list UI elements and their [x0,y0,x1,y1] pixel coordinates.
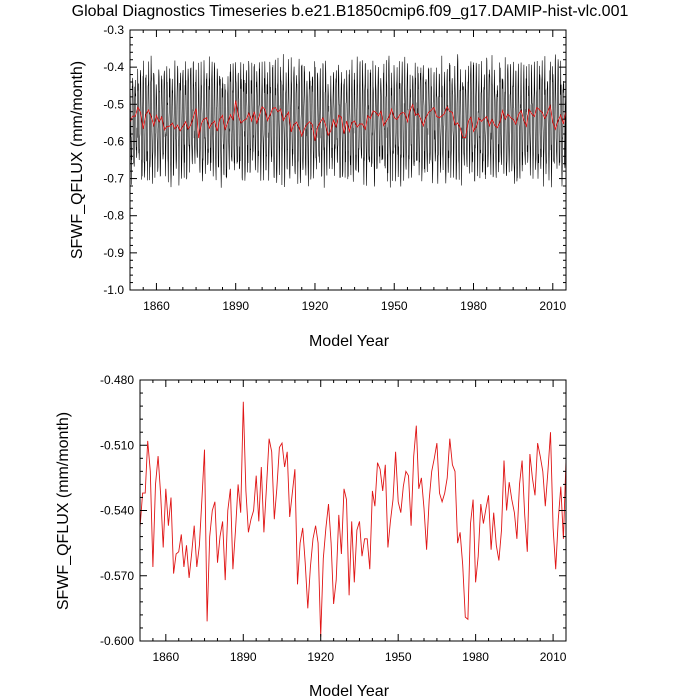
x-tick-label-bottom: 2010 [540,650,567,664]
panel-top: 1860 1890 1920 1950 1980 2010 -1.0 -0.9 -0.8 -0.7… [69,23,567,350]
y-tick-label-top: -0.5 [103,97,124,111]
x-tick-label-top: 1860 [143,299,170,313]
x-axis-label-bottom: Model Year [309,683,390,700]
series-monthly-line-top [129,54,567,188]
y-tick-label-top: -0.8 [103,209,124,223]
figure-title: Global Diagnostics Timeseries b.e21.B185… [72,3,629,20]
x-tick-label-top: 1890 [222,299,249,313]
x-tick-label-top: 1920 [302,299,329,313]
x-tick-label-bottom: 1890 [230,650,257,664]
plot-area-top: 1860 1890 1920 1950 1980 2010 -1.0 -0.9 -0.8 -0.7… [103,23,567,313]
y-tick-label-top: -0.7 [103,172,124,186]
y-tick-label-bottom: -0.540 [100,504,134,518]
y-axis-label-top: SFWF_QFLUX (mm/month) [69,61,86,259]
series-annual-line-bottom [139,401,567,637]
series-annual-line-top [129,100,567,141]
x-tick-label-bottom: 1920 [307,650,334,664]
y-tick-label-top: -1.0 [103,283,124,297]
x-tick-label-top: 2010 [539,299,566,313]
x-tick-label-top: 1980 [460,299,487,313]
x-tick-label-bottom: 1860 [152,650,179,664]
y-tick-label-bottom: -0.600 [100,634,134,648]
plot-area-bottom: 1860 1890 1920 1950 1980 2010 -0.600 -0.570 -0.5… [100,373,567,664]
y-tick-label-bottom: -0.570 [100,569,134,583]
y-tick-label-top: -0.3 [103,23,124,37]
y-tick-label-top: -0.4 [103,60,124,74]
y-tick-label-bottom: -0.480 [100,373,134,387]
y-axis-label-bottom: SFWF_QFLUX (mm/month) [55,412,72,610]
y-tick-label-bottom: -0.510 [100,438,134,452]
plot-frame-top [129,29,567,291]
y-tick-label-top: -0.9 [103,246,124,260]
y-tick-label-top: -0.6 [103,134,124,148]
x-axis-label-top: Model Year [309,333,390,350]
panel-bottom: 1860 1890 1920 1950 1980 2010 -0.600 -0.570 -0.5… [55,373,567,700]
x-tick-label-bottom: 1980 [462,650,489,664]
x-tick-label-bottom: 1950 [385,650,412,664]
x-tick-label-top: 1950 [381,299,408,313]
